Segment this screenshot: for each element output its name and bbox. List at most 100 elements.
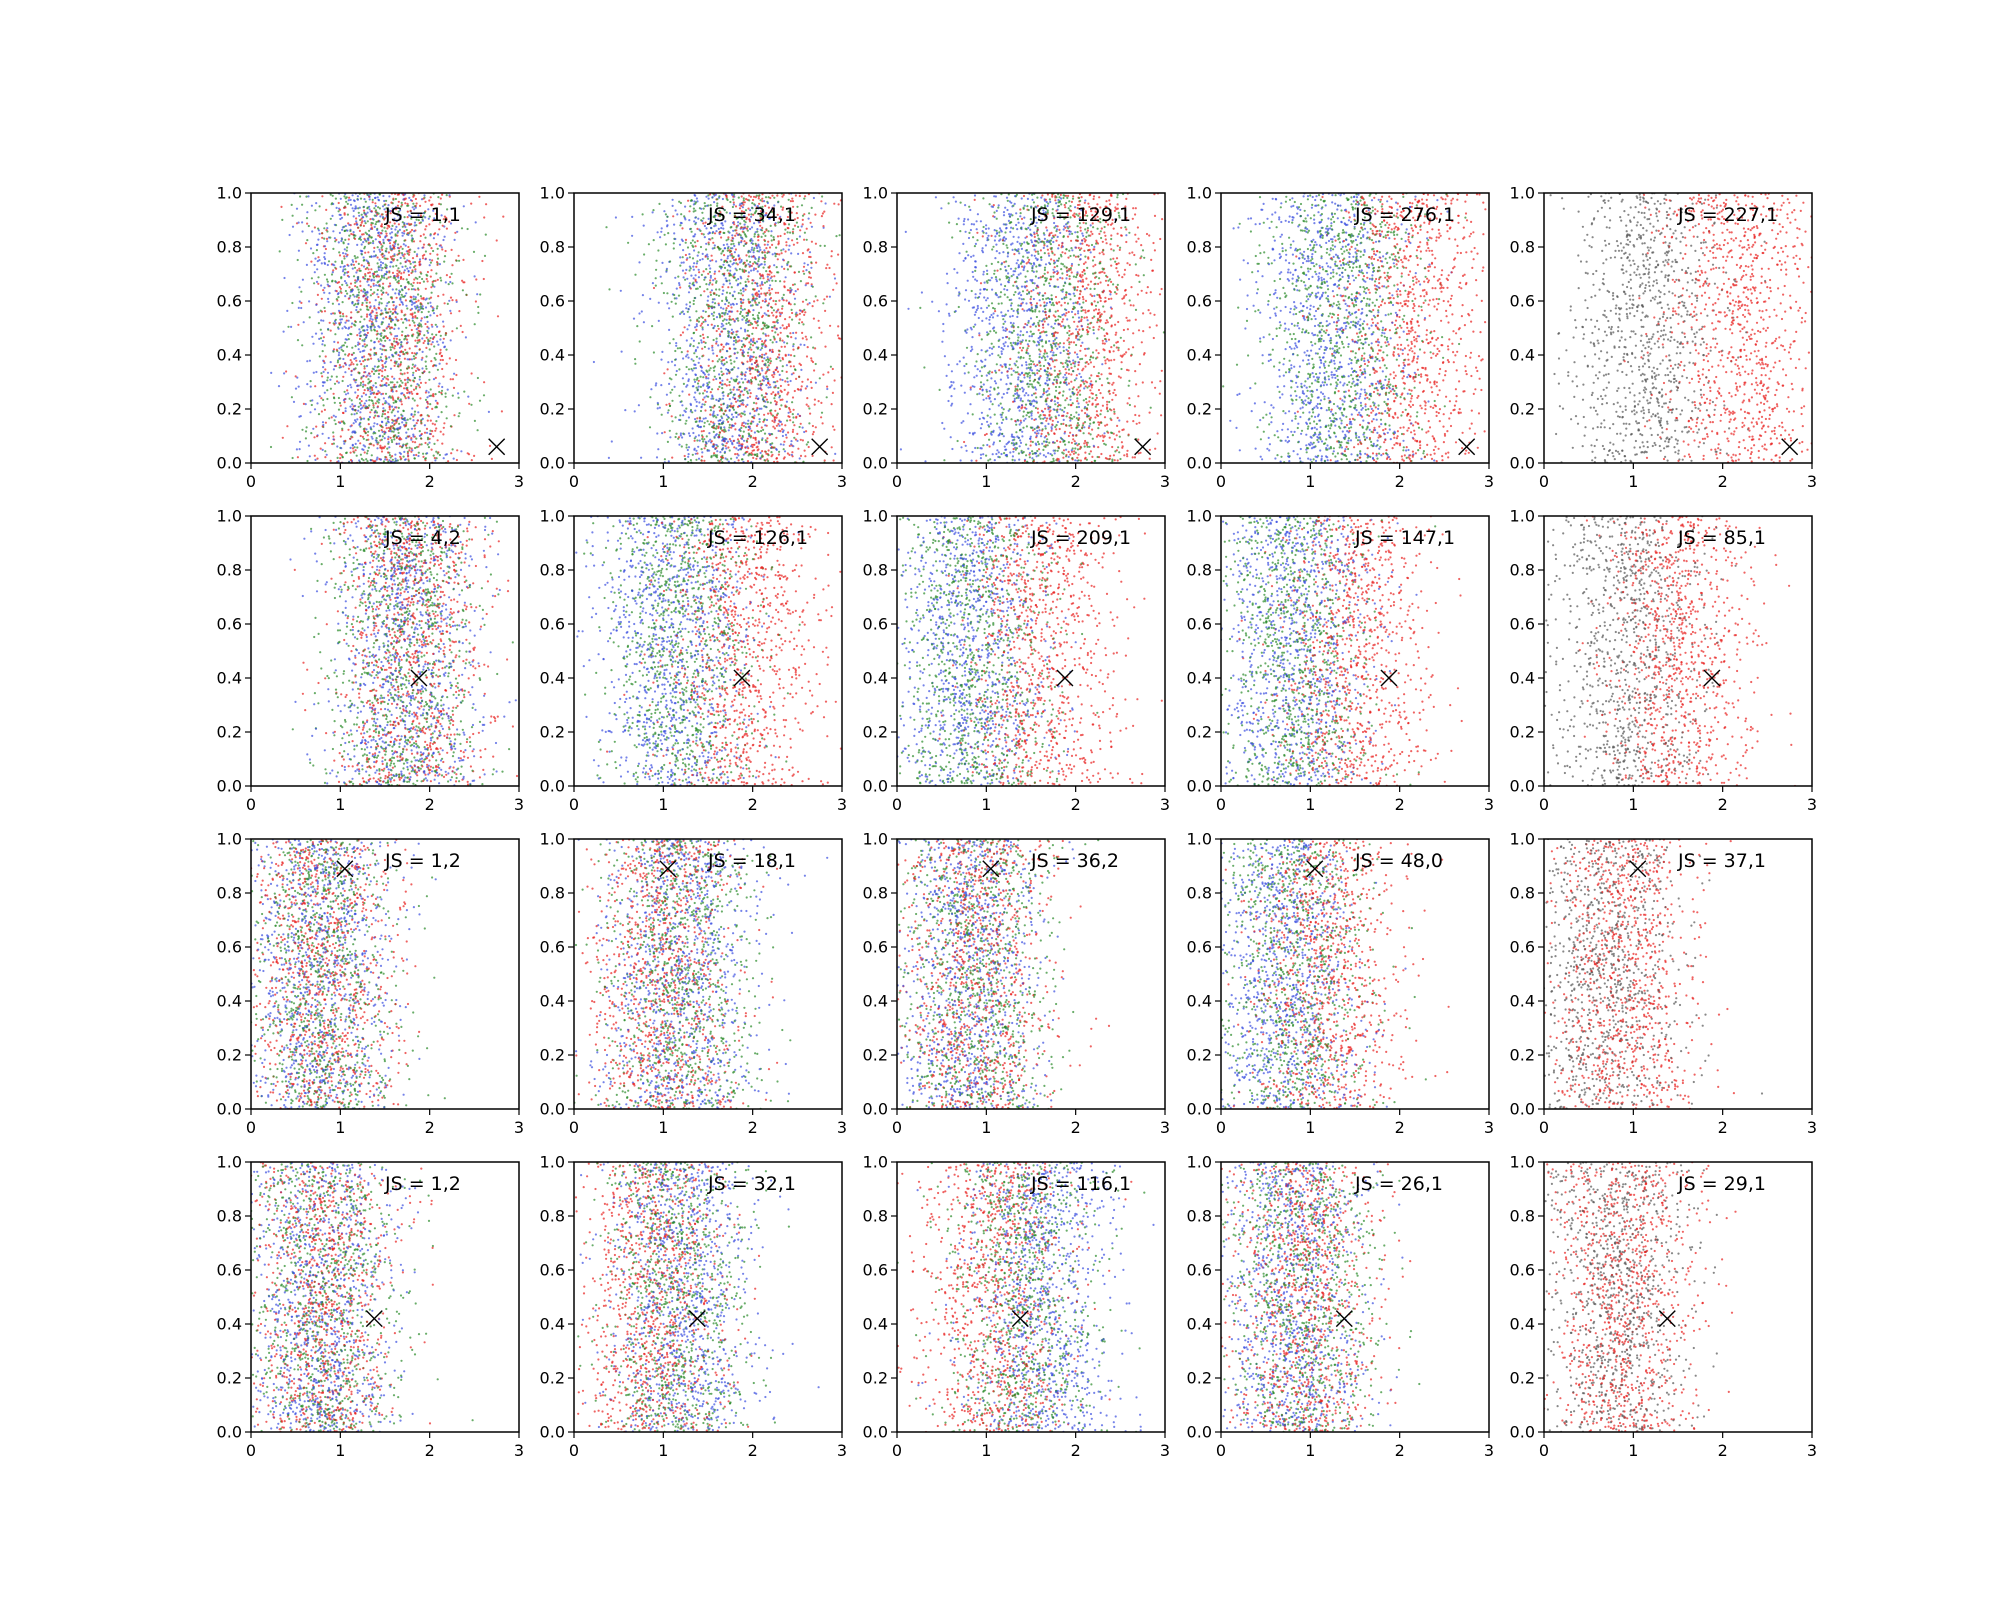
data-point-blue <box>620 350 623 353</box>
data-point-red <box>791 451 794 454</box>
data-point-red <box>404 260 407 263</box>
data-point-red <box>811 454 814 457</box>
data-point-blue <box>441 341 445 344</box>
data-point-blue <box>751 246 754 249</box>
data-point-green <box>365 458 368 461</box>
data-point-green <box>364 274 367 277</box>
data-point-blue <box>727 368 730 372</box>
data-point-red <box>388 242 392 245</box>
data-point-red <box>368 275 372 278</box>
data-point-red <box>811 360 815 364</box>
data-point-green <box>473 419 476 422</box>
data-point-blue <box>306 383 309 386</box>
data-point-blue <box>327 300 330 304</box>
data-point-green <box>384 266 387 269</box>
data-point-red <box>400 272 403 275</box>
data-point-green <box>760 355 763 359</box>
data-point-blue <box>697 425 701 429</box>
data-point-red <box>407 396 410 399</box>
data-point-green <box>333 401 336 404</box>
data-point-blue <box>460 450 463 453</box>
data-point-blue <box>671 198 674 201</box>
data-point-red <box>353 223 356 226</box>
data-point-green <box>343 390 346 393</box>
data-point-blue <box>383 208 386 211</box>
data-point-blue <box>765 313 768 316</box>
data-point-green <box>733 276 736 279</box>
data-point-red <box>764 340 767 343</box>
data-point-green <box>413 205 416 208</box>
data-point-green <box>715 288 718 291</box>
data-point-green <box>325 278 329 281</box>
data-point-blue <box>418 434 421 437</box>
data-point-blue <box>401 421 404 424</box>
data-point-red <box>342 411 345 415</box>
data-point-green <box>405 278 408 281</box>
data-point-red <box>421 356 424 359</box>
data-point-red <box>359 434 362 438</box>
data-point-green <box>416 336 419 339</box>
data-point-red <box>364 273 367 276</box>
data-point-red <box>364 251 367 254</box>
data-point-green <box>731 406 734 409</box>
data-point-green <box>757 260 760 263</box>
data-point-blue <box>763 200 766 203</box>
data-point-blue <box>373 353 376 356</box>
data-point-red <box>407 458 410 461</box>
data-point-red <box>771 374 774 377</box>
data-point-red <box>765 212 768 215</box>
data-point-green <box>357 262 360 265</box>
data-point-blue <box>420 358 423 361</box>
data-point-blue <box>694 435 697 438</box>
data-point-blue <box>801 426 804 429</box>
data-point-blue <box>732 424 735 427</box>
data-point-green <box>724 311 727 314</box>
data-point-red <box>395 390 398 393</box>
data-point-red <box>783 280 786 283</box>
data-point-green <box>389 396 393 399</box>
data-point-blue <box>348 326 351 329</box>
data-point-blue <box>762 375 765 378</box>
data-point-green <box>416 287 420 290</box>
data-point-green <box>757 257 760 261</box>
data-point-green <box>713 365 717 368</box>
data-point-green <box>742 197 745 200</box>
data-point-blue <box>315 370 318 374</box>
data-point-blue <box>690 274 693 277</box>
data-point-blue <box>714 214 717 217</box>
data-point-red <box>755 446 758 449</box>
data-point-green <box>413 321 416 324</box>
data-point-red <box>459 324 462 327</box>
data-point-blue <box>410 413 413 416</box>
data-point-green <box>346 246 349 249</box>
data-point-red <box>409 209 412 212</box>
data-point-red <box>788 302 791 305</box>
y-tick-label: 0.0 <box>217 454 242 473</box>
data-point-green <box>457 396 460 399</box>
data-point-red <box>325 237 329 240</box>
data-point-red <box>410 437 413 440</box>
data-point-red <box>397 319 400 322</box>
data-point-red <box>313 226 316 229</box>
data-point-green <box>756 347 759 350</box>
data-point-blue <box>399 452 402 455</box>
data-point-blue <box>377 268 380 272</box>
data-point-red <box>726 394 730 397</box>
data-point-green <box>757 311 761 314</box>
data-point-red <box>787 415 790 418</box>
data-point-green <box>369 442 372 445</box>
data-point-red <box>474 300 477 303</box>
data-point-blue <box>749 264 752 267</box>
data-point-blue <box>385 384 388 387</box>
data-point-blue <box>656 407 659 410</box>
data-point-blue <box>668 307 671 310</box>
data-point-red <box>832 459 835 462</box>
data-point-blue <box>724 327 727 330</box>
data-point-green <box>323 227 326 230</box>
data-point-blue <box>325 453 328 456</box>
data-point-blue <box>736 375 739 378</box>
data-point-red <box>412 415 415 418</box>
data-point-blue <box>391 319 394 322</box>
data-point-green <box>721 319 725 322</box>
data-point-green <box>323 237 326 240</box>
